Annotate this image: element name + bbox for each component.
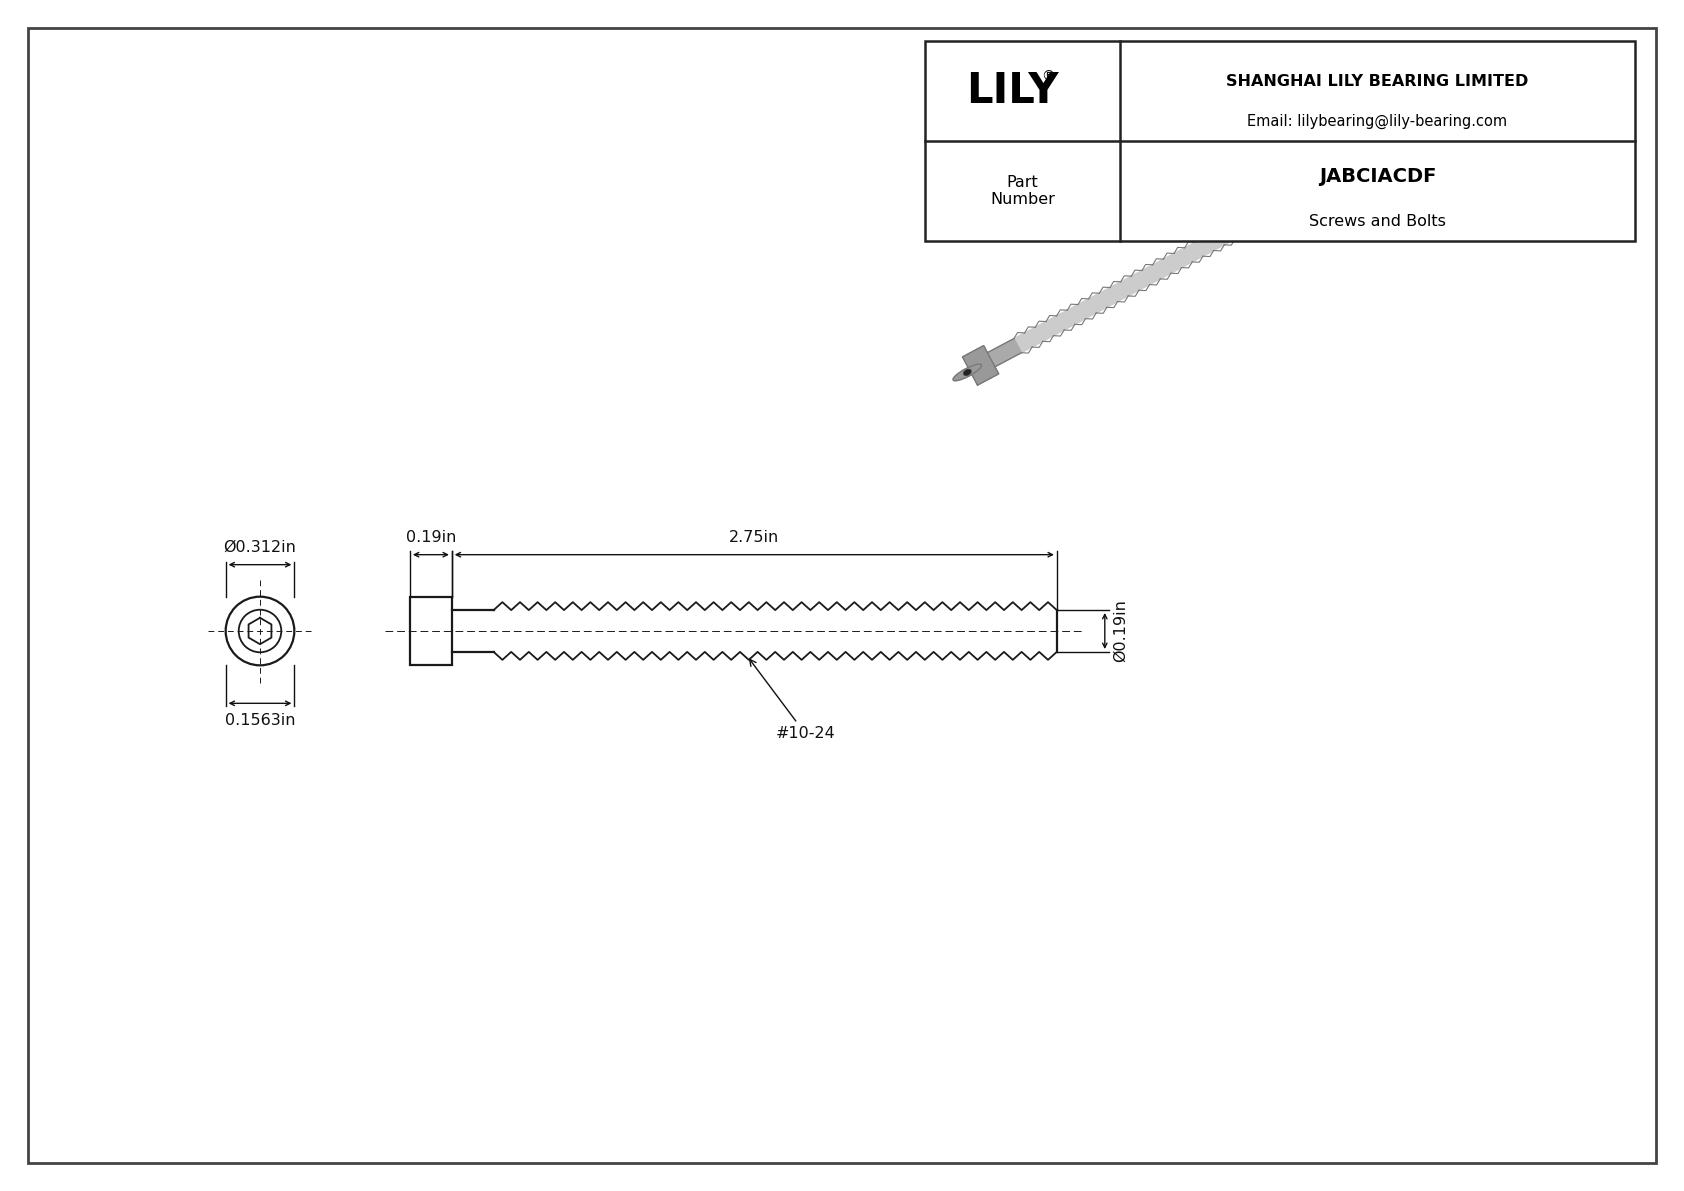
Bar <box>409 597 451 666</box>
Text: ®: ® <box>1042 70 1056 85</box>
Bar <box>925 40 1635 241</box>
Polygon shape <box>1250 213 1261 227</box>
Text: LILY: LILY <box>967 70 1059 112</box>
Ellipse shape <box>953 364 982 381</box>
Text: 2.75in: 2.75in <box>729 530 780 544</box>
Ellipse shape <box>963 369 972 375</box>
Ellipse shape <box>1246 216 1261 225</box>
Polygon shape <box>963 345 999 385</box>
Text: Screws and Bolts: Screws and Bolts <box>1308 213 1447 229</box>
Polygon shape <box>1014 213 1256 353</box>
Ellipse shape <box>965 370 970 374</box>
Text: SHANGHAI LILY BEARING LIMITED: SHANGHAI LILY BEARING LIMITED <box>1226 74 1529 88</box>
Text: Ø0.19in: Ø0.19in <box>1113 599 1128 662</box>
Text: Email: lilybearing@lily-bearing.com: Email: lilybearing@lily-bearing.com <box>1248 113 1507 129</box>
Polygon shape <box>987 338 1022 367</box>
Text: Part
Number: Part Number <box>990 175 1054 207</box>
Text: 0.19in: 0.19in <box>406 530 456 544</box>
Text: Ø0.312in: Ø0.312in <box>224 540 296 555</box>
Text: #10-24: #10-24 <box>749 660 835 741</box>
Text: 0.1563in: 0.1563in <box>224 713 295 729</box>
Text: JABCIACDF: JABCIACDF <box>1319 168 1436 187</box>
